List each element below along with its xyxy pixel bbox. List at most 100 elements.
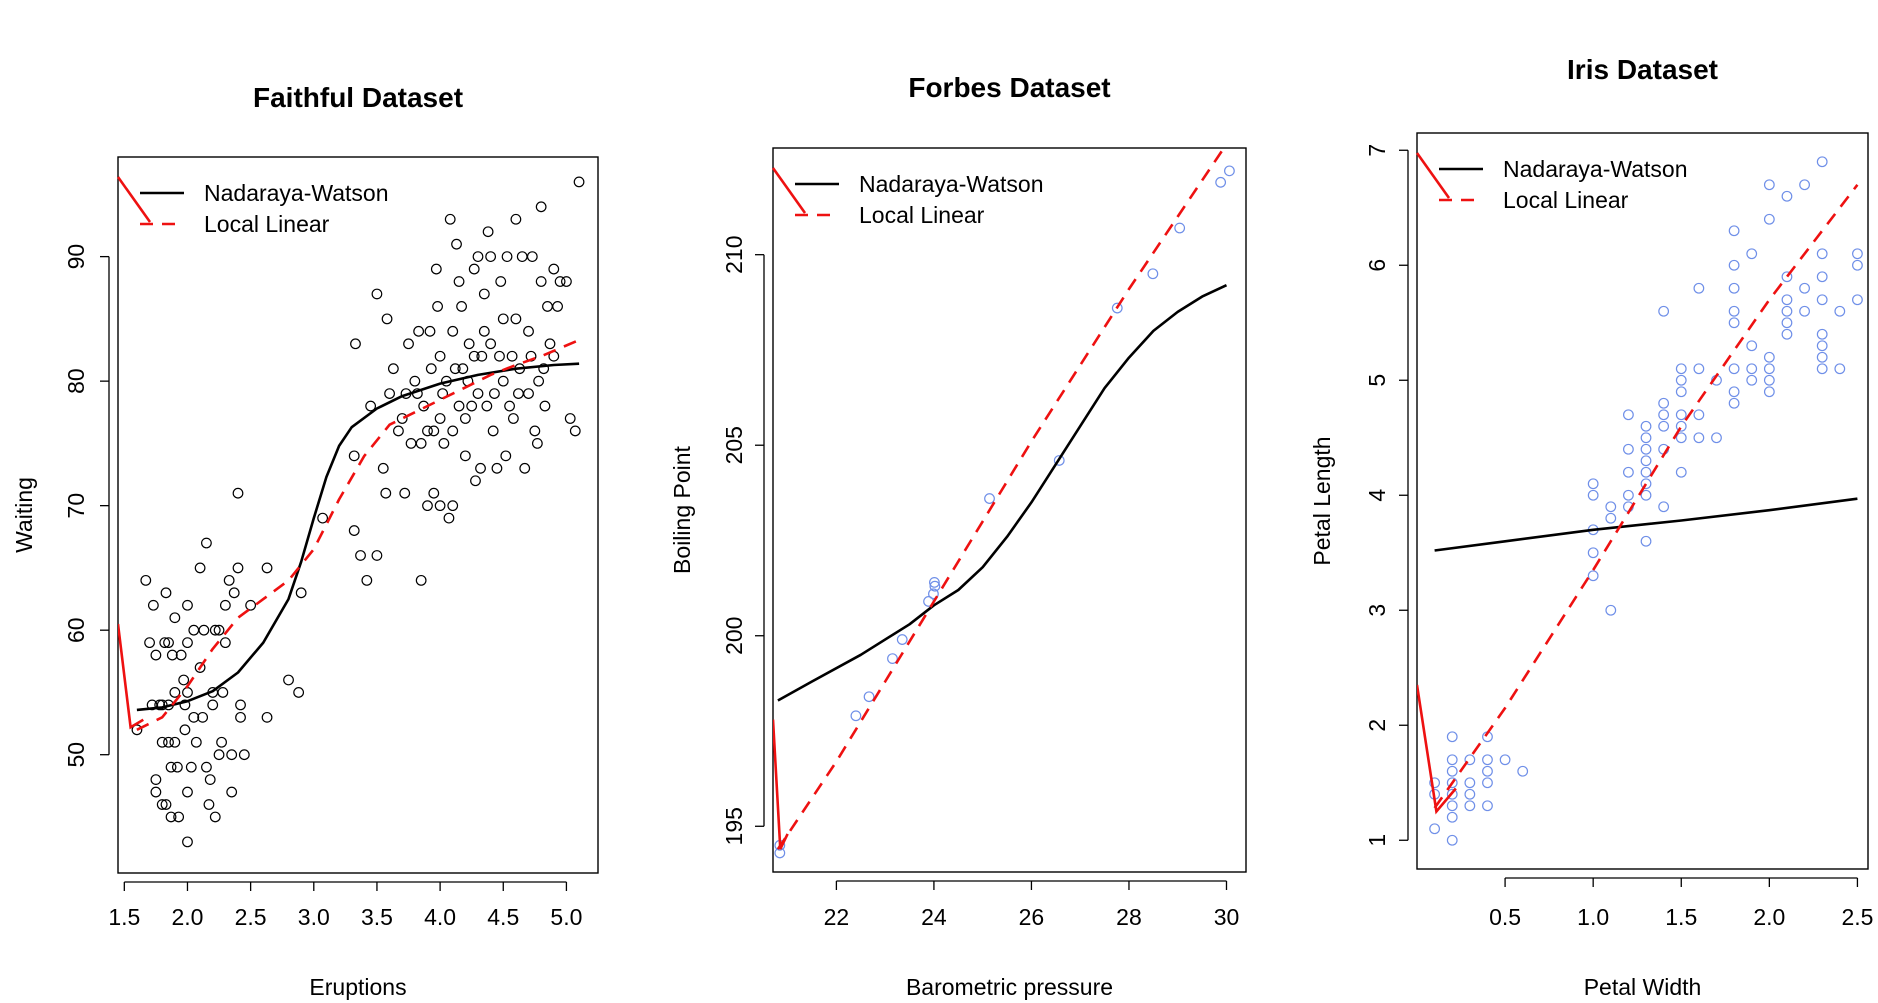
data-point <box>169 736 181 748</box>
data-point <box>1746 340 1758 352</box>
data-point <box>1587 570 1599 582</box>
data-point <box>1482 754 1493 766</box>
data-point <box>283 674 294 686</box>
x-tick-label: 3.0 <box>298 904 330 930</box>
data-point <box>1728 317 1740 329</box>
data-point <box>1852 294 1863 306</box>
data-point <box>223 574 235 586</box>
chart-title: Forbes Dataset <box>908 72 1110 103</box>
x-tick-label: 1.5 <box>1665 904 1697 930</box>
data-point <box>1446 765 1458 777</box>
data-point <box>1446 834 1458 846</box>
data-point <box>1623 409 1634 421</box>
y-tick-label: 3 <box>1364 604 1390 617</box>
data-point <box>1763 363 1775 375</box>
data-point <box>204 774 216 786</box>
data-point <box>371 550 383 561</box>
data-point <box>1816 248 1828 260</box>
data-point <box>497 375 509 387</box>
data-point <box>396 413 408 424</box>
data-point <box>422 500 433 512</box>
data-point <box>1053 455 1065 466</box>
chart-title: Faithful Dataset <box>253 82 463 113</box>
data-point <box>489 388 500 399</box>
data-point <box>182 599 193 611</box>
data-point <box>1429 777 1441 789</box>
data-point <box>523 325 534 337</box>
data-point <box>554 276 566 287</box>
data-point <box>219 637 231 649</box>
data-point <box>163 736 174 748</box>
data-point <box>147 599 159 611</box>
data-point <box>1658 501 1670 513</box>
x-tick-label: 2.5 <box>1841 904 1873 930</box>
data-point <box>1816 328 1828 340</box>
data-point <box>1429 823 1441 835</box>
chart-panel-3: Iris Dataset 0.5 1.0 1.5 2.0 2.5 Petal Width 1 2… <box>1309 54 1873 1000</box>
legend-label-nadaraya-watson: Nadaraya-Watson <box>859 171 1044 197</box>
data-point <box>425 363 437 375</box>
data-point <box>1658 305 1670 317</box>
data-point <box>542 301 553 312</box>
plot-area <box>773 148 1235 859</box>
data-point <box>475 462 486 474</box>
x-tick-label: 28 <box>1116 904 1142 930</box>
data-point <box>500 450 512 462</box>
legend-label-local-linear: Local Linear <box>859 202 985 228</box>
data-point <box>1763 386 1775 398</box>
y-tick-label: 200 <box>721 617 747 655</box>
data-point <box>409 375 421 387</box>
data-point <box>201 761 212 773</box>
data-point <box>1781 294 1793 306</box>
data-point <box>929 580 941 592</box>
data-point <box>519 462 531 474</box>
data-point <box>201 537 212 549</box>
data-point <box>1640 535 1652 547</box>
data-point <box>463 338 475 350</box>
data-point <box>1482 777 1493 789</box>
data-point <box>232 487 244 499</box>
data-point <box>365 400 377 412</box>
data-point <box>561 276 572 287</box>
data-point <box>1728 386 1740 398</box>
legend-label-nadaraya-watson: Nadaraya-Watson <box>1503 156 1688 182</box>
data-point <box>447 425 459 437</box>
x-tick-label: 2.0 <box>171 904 203 930</box>
data-point <box>1781 317 1793 329</box>
data-point <box>1675 466 1687 478</box>
data-point <box>185 761 197 773</box>
data-point <box>1658 397 1670 409</box>
y-tick-label: 1 <box>1364 834 1390 847</box>
data-point <box>235 711 246 723</box>
data-point <box>1464 754 1476 766</box>
data-point <box>190 736 202 748</box>
data-point <box>348 525 360 536</box>
y-tick-label: 70 <box>63 493 89 519</box>
data-point <box>1799 282 1810 294</box>
data-point <box>485 338 497 350</box>
data-point <box>535 201 547 213</box>
data-point <box>513 388 524 399</box>
x-axis-label: Eruptions <box>309 974 406 1000</box>
data-point <box>466 400 478 412</box>
data-point <box>491 462 503 474</box>
data-point <box>1482 800 1493 812</box>
data-point <box>424 325 436 337</box>
x-tick-label: 1.5 <box>108 904 140 930</box>
data-point <box>1816 156 1828 168</box>
x-tick-label: 24 <box>921 904 947 930</box>
data-point <box>485 251 497 263</box>
data-point <box>1658 420 1670 432</box>
y-tick-label: 4 <box>1364 489 1390 502</box>
plot-frame <box>117 156 599 874</box>
data-point <box>1834 305 1846 317</box>
data-point <box>1781 190 1793 202</box>
y-tick-label: 5 <box>1364 374 1390 387</box>
plot-frame <box>772 147 1247 873</box>
data-point <box>449 363 461 375</box>
data-point <box>494 350 505 362</box>
data-point <box>497 313 509 325</box>
data-point <box>564 413 576 424</box>
data-point <box>1693 282 1705 294</box>
